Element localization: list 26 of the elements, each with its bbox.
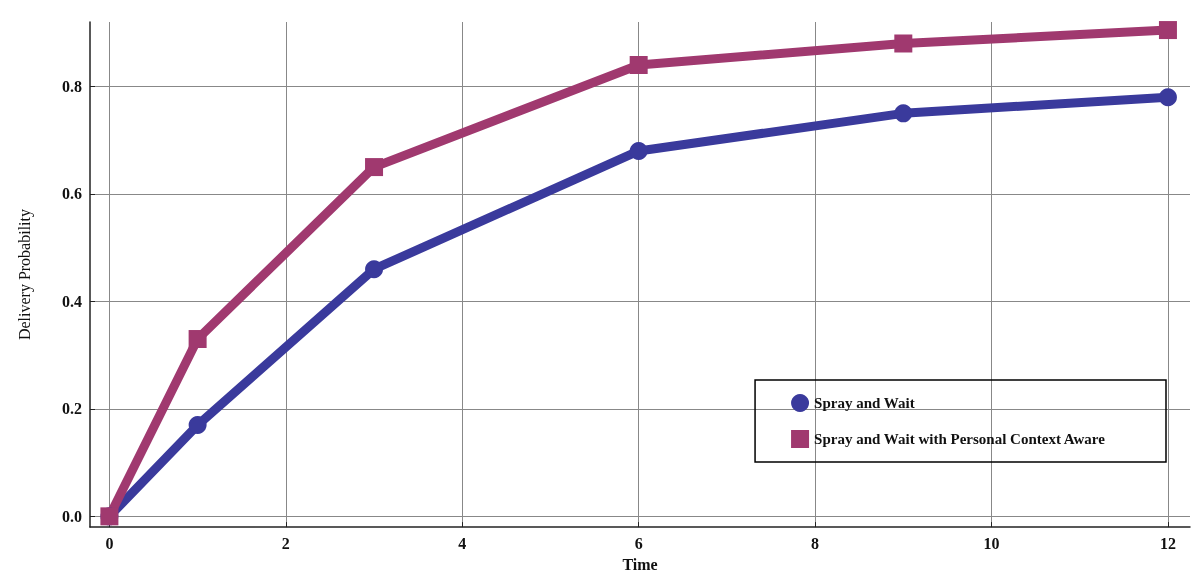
point	[365, 260, 384, 279]
point	[629, 141, 648, 160]
legend-label: Spray and Wait with Personal Context Aware	[814, 431, 1106, 447]
point	[1158, 21, 1177, 40]
y-axis-title: Delivery Probability	[15, 209, 34, 341]
x-tick-label: 8	[811, 534, 820, 552]
x-tick-label: 2	[281, 534, 290, 552]
point	[365, 158, 384, 177]
y-tick-label: 0.0	[62, 507, 82, 525]
legend-label: Spray and Wait	[814, 395, 915, 411]
y-tick-label: 0.8	[62, 77, 82, 95]
x-tick-label: 6	[634, 534, 643, 552]
x-tick-label: 4	[458, 534, 467, 552]
y-tick-label: 0.6	[62, 185, 82, 203]
x-tick-label: 0	[105, 534, 114, 552]
x-tick-label: 12	[1159, 534, 1176, 552]
y-tick-label: 0.2	[62, 400, 82, 418]
point	[894, 34, 913, 53]
point	[894, 104, 913, 123]
point	[188, 416, 207, 434]
point	[188, 330, 207, 349]
y-tick-label: 0.4	[62, 292, 82, 310]
point	[629, 55, 648, 74]
point	[1158, 88, 1177, 107]
x-tick-label: 10	[983, 534, 1000, 552]
x-axis-title: Time	[622, 555, 658, 573]
